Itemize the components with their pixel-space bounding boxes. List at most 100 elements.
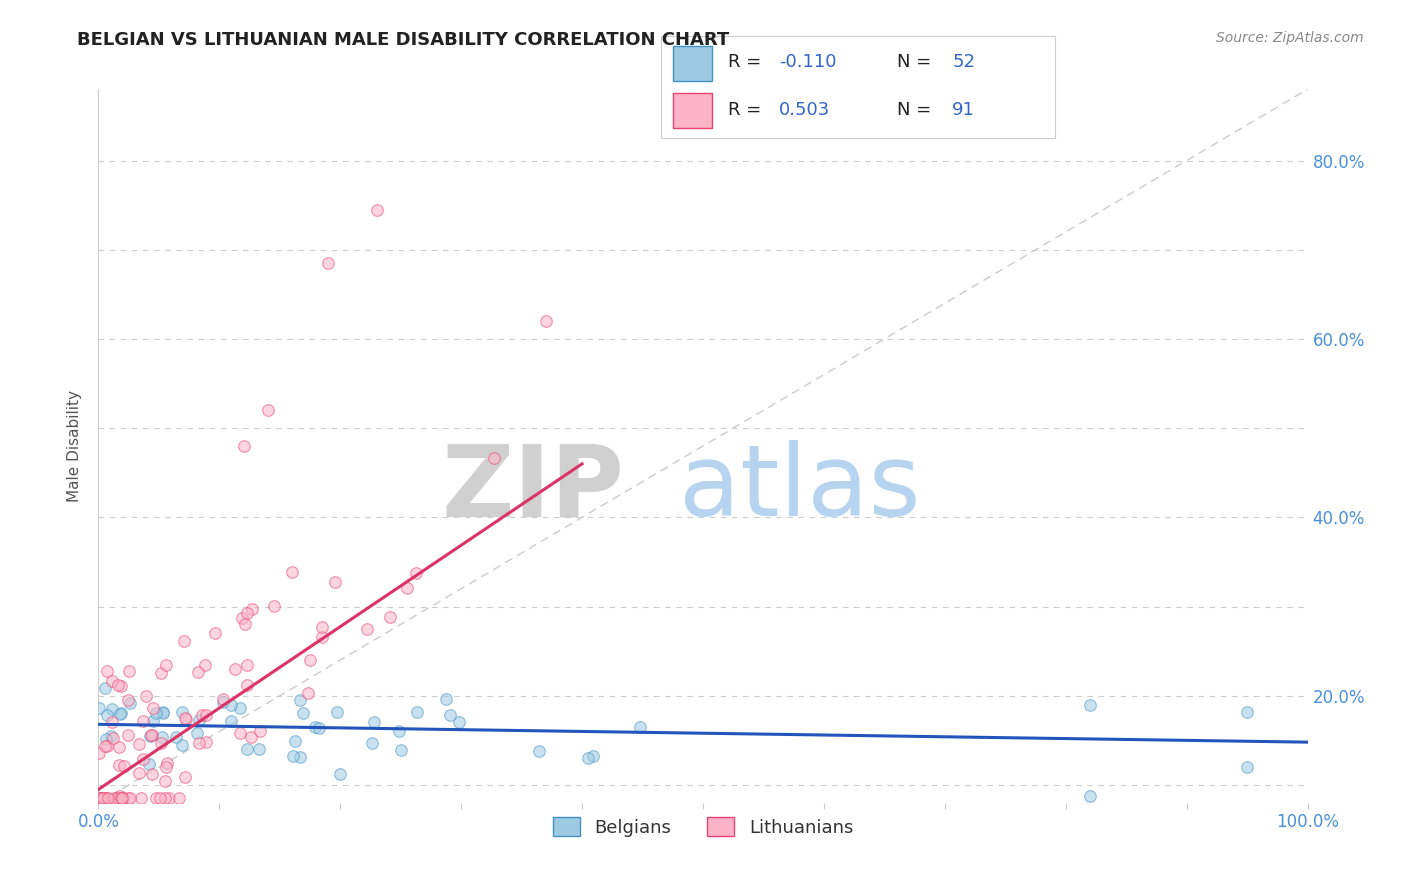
- Legend: Belgians, Lithuanians: Belgians, Lithuanians: [546, 810, 860, 844]
- Point: [240, 601, 263, 615]
- Point: [139, 729, 162, 743]
- Point: [363, 715, 385, 730]
- Text: atlas: atlas: [679, 441, 921, 537]
- Point: [582, 749, 605, 764]
- Point: [233, 616, 256, 631]
- Point: [311, 620, 333, 634]
- Point: [380, 609, 402, 624]
- Point: [96, 791, 118, 805]
- Point: [152, 706, 174, 721]
- Point: [132, 714, 155, 728]
- Point: [94, 791, 117, 805]
- Point: [405, 705, 427, 719]
- Point: [219, 714, 242, 728]
- Point: [239, 731, 262, 745]
- Point: [141, 766, 163, 780]
- Point: [157, 791, 180, 805]
- Text: -0.110: -0.110: [779, 54, 837, 71]
- Point: [110, 706, 132, 721]
- Point: [439, 708, 461, 723]
- Point: [108, 707, 131, 722]
- Point: [128, 766, 150, 780]
- Point: [132, 752, 155, 766]
- Point: [142, 701, 165, 715]
- Point: [128, 737, 150, 751]
- Point: [87, 791, 110, 805]
- Point: [167, 791, 190, 805]
- Point: [195, 707, 218, 722]
- Point: [311, 631, 333, 645]
- Point: [117, 791, 139, 805]
- Point: [236, 658, 259, 673]
- Point: [389, 743, 412, 757]
- Text: N =: N =: [897, 54, 936, 71]
- Text: 91: 91: [952, 101, 974, 119]
- Point: [292, 706, 315, 721]
- Point: [110, 791, 132, 805]
- Point: [247, 741, 270, 756]
- Point: [150, 665, 173, 680]
- Point: [356, 622, 378, 636]
- Point: [436, 692, 458, 706]
- Point: [89, 791, 111, 805]
- Point: [112, 791, 135, 805]
- Y-axis label: Male Disability: Male Disability: [67, 390, 83, 502]
- Point: [211, 695, 233, 709]
- Point: [100, 674, 122, 689]
- Point: [118, 696, 141, 710]
- Point: [141, 728, 163, 742]
- Point: [326, 705, 349, 719]
- Point: [120, 791, 142, 805]
- Point: [194, 735, 217, 749]
- Point: [152, 730, 174, 744]
- Point: [150, 736, 173, 750]
- Point: [447, 714, 470, 729]
- Text: R =: R =: [728, 54, 766, 71]
- Point: [211, 691, 233, 706]
- Point: [94, 681, 117, 695]
- Point: [187, 735, 209, 749]
- Point: [152, 706, 174, 720]
- Point: [101, 701, 124, 715]
- Point: [299, 653, 322, 667]
- Point: [231, 611, 253, 625]
- Point: [249, 724, 271, 739]
- Point: [360, 736, 382, 750]
- Text: 52: 52: [952, 54, 976, 71]
- Point: [170, 705, 193, 719]
- Point: [101, 715, 124, 730]
- Point: [141, 728, 163, 742]
- Text: BELGIAN VS LITHUANIAN MALE DISABILITY CORRELATION CHART: BELGIAN VS LITHUANIAN MALE DISABILITY CO…: [77, 31, 730, 49]
- Point: [281, 565, 304, 579]
- Point: [107, 678, 129, 692]
- Point: [96, 708, 118, 723]
- Point: [94, 739, 117, 753]
- Point: [366, 202, 388, 217]
- Point: [91, 791, 114, 805]
- Text: R =: R =: [728, 101, 766, 119]
- Point: [107, 758, 129, 772]
- Text: ZIP: ZIP: [441, 441, 624, 537]
- Point: [91, 791, 114, 805]
- Point: [153, 774, 176, 789]
- Point: [91, 791, 114, 805]
- Point: [187, 714, 209, 728]
- Point: [405, 566, 427, 581]
- Point: [155, 657, 177, 672]
- Point: [256, 403, 278, 417]
- Text: Source: ZipAtlas.com: Source: ZipAtlas.com: [1216, 31, 1364, 45]
- Point: [297, 685, 319, 699]
- Point: [329, 767, 352, 781]
- Point: [96, 664, 118, 678]
- Point: [101, 731, 124, 746]
- Point: [628, 720, 651, 734]
- Point: [155, 759, 177, 773]
- Point: [87, 700, 110, 714]
- Point: [236, 742, 259, 756]
- Point: [135, 689, 157, 703]
- Point: [396, 581, 419, 595]
- Point: [174, 712, 197, 726]
- Point: [155, 791, 177, 805]
- Point: [138, 756, 160, 771]
- Point: [263, 599, 285, 613]
